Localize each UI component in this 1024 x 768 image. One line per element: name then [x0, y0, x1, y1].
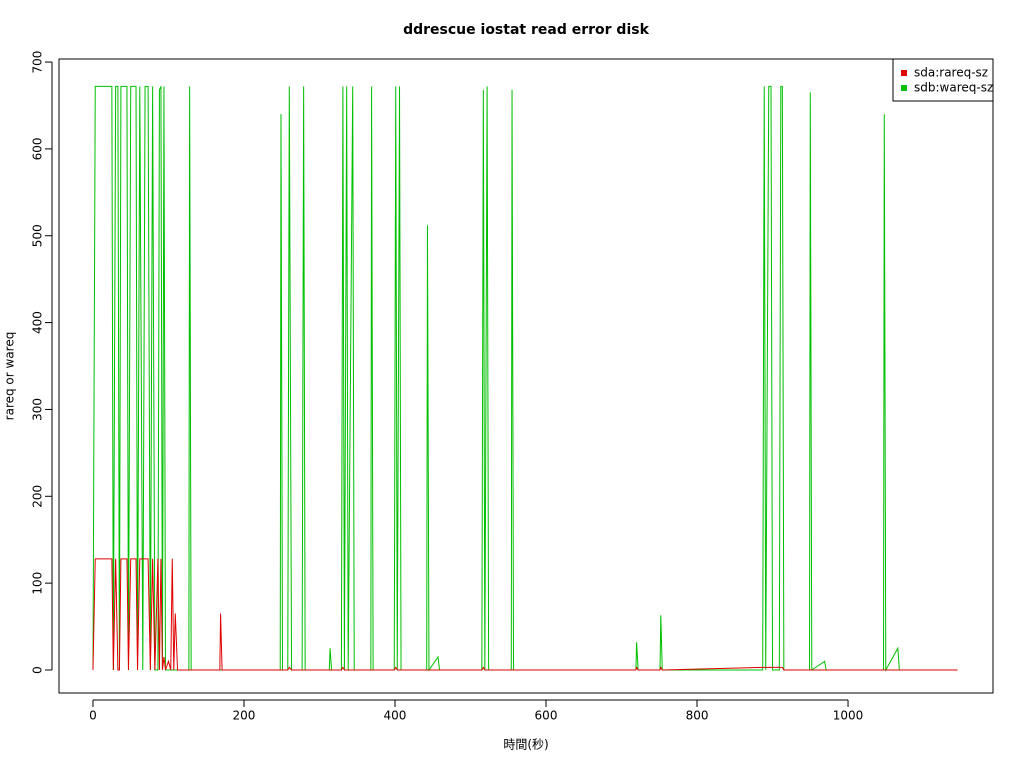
- y-tick-label: 200: [31, 485, 45, 508]
- series-line: [92, 85, 958, 672]
- x-tick-label: 600: [535, 709, 558, 723]
- y-tick-label: 400: [31, 311, 45, 334]
- y-tick-label: 700: [31, 51, 45, 74]
- y-tick-label: 0: [31, 666, 45, 674]
- legend-swatch: [901, 70, 907, 76]
- y-tick-label: 300: [31, 398, 45, 421]
- x-tick-label: 800: [686, 709, 709, 723]
- legend-swatch: [901, 85, 907, 91]
- legend-box: [892, 58, 994, 102]
- y-axis-label: rareq or wareq: [3, 332, 17, 421]
- x-tick-label: 1000: [833, 709, 864, 723]
- x-tick-label: 400: [384, 709, 407, 723]
- series-line: [92, 558, 958, 671]
- y-tick-label: 500: [31, 224, 45, 247]
- legend-label: sdb:wareq-sz: [914, 81, 993, 95]
- y-tick-label: 600: [31, 137, 45, 160]
- legend-label: sda:rareq-sz: [914, 66, 988, 80]
- y-tick-label: 100: [31, 572, 45, 595]
- x-tick-label: 0: [89, 709, 97, 723]
- plot-frame: [58, 58, 994, 694]
- chart-title: ddrescue iostat read error disk: [403, 22, 649, 38]
- x-tick-label: 200: [233, 709, 256, 723]
- x-axis-label: 時間(秒): [503, 738, 548, 752]
